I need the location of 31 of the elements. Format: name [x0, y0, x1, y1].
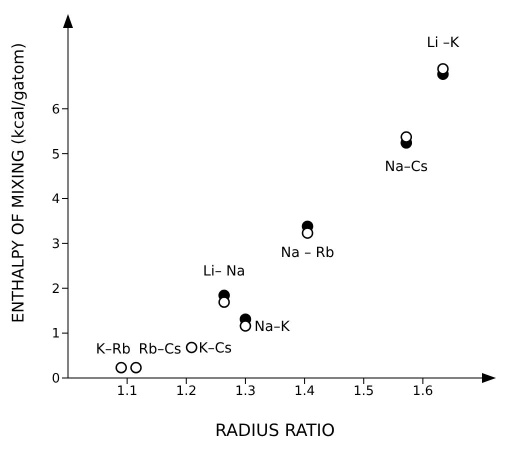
point — [437, 63, 449, 75]
y-tick-label: 6 — [52, 102, 60, 118]
point — [400, 131, 412, 143]
annotation: Li– Na — [203, 263, 246, 280]
x-tick-label: 1.4 — [294, 384, 315, 400]
point — [115, 362, 127, 374]
annotation: Rb–Cs — [138, 342, 182, 358]
x-axis-title: RADIUS RATIO — [215, 421, 335, 441]
y-tick-label: 4 — [52, 192, 60, 208]
point — [186, 342, 198, 354]
point — [240, 320, 252, 332]
annotation: Na–K — [254, 318, 290, 335]
point — [130, 362, 142, 374]
y-tick-label: 3 — [52, 237, 60, 252]
point — [302, 227, 314, 239]
annotation: K–Cs — [198, 340, 232, 356]
x-tick-label: 1.6 — [412, 384, 434, 400]
annotation: Li –K — [426, 34, 460, 51]
x-tick-label: 1.1 — [116, 384, 138, 400]
x-tick-label: 1.5 — [353, 384, 374, 400]
y-tick-label: 1 — [52, 326, 60, 342]
annotation: K–Rb — [96, 342, 131, 358]
y-axis-title: ENTHALPY OF MIXING (kcal/gatom) — [8, 42, 28, 323]
annotation: Na–Cs — [384, 158, 428, 175]
y-tick-label: 0 — [52, 372, 60, 387]
point — [218, 296, 230, 308]
y-tick-label: 5 — [52, 147, 60, 162]
annotation: Na – Rb — [280, 245, 334, 262]
x-tick-label: 1.2 — [176, 384, 197, 400]
x-tick-label: 1.3 — [235, 384, 256, 400]
y-tick-label: 2 — [52, 282, 60, 297]
